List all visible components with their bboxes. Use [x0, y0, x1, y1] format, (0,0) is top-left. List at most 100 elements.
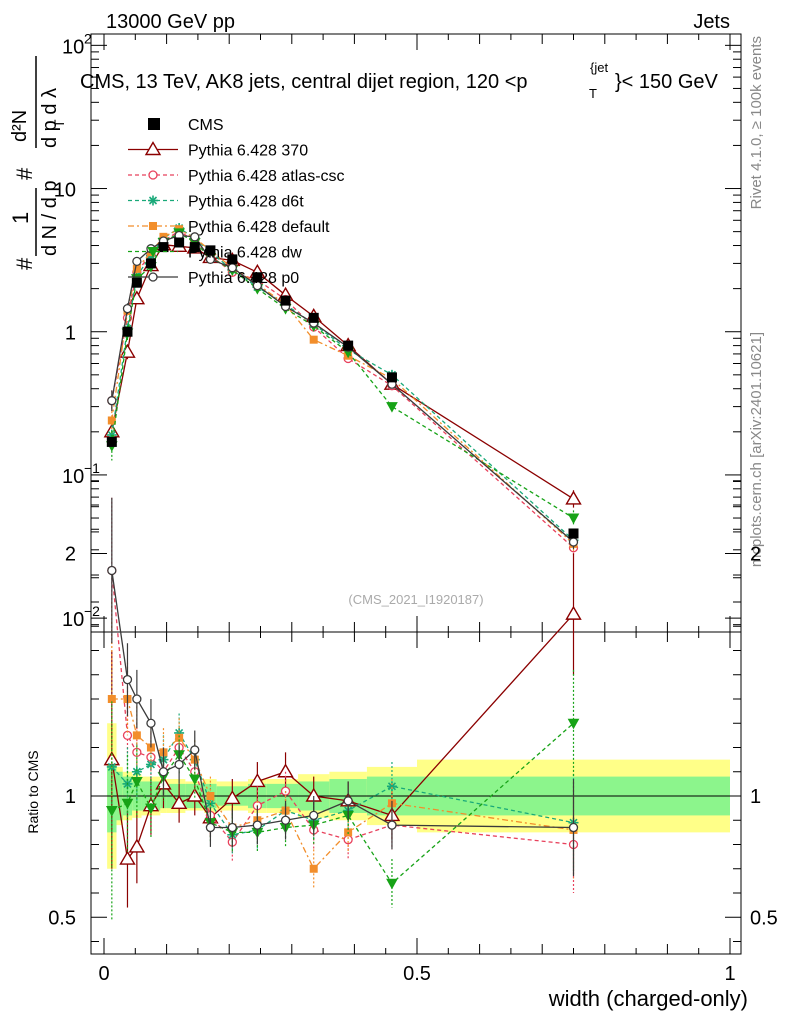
legend-label: Pythia 6.428 dw: [188, 245, 302, 262]
series-5-ratio-point: [132, 694, 142, 704]
legend-entry-3: Pythia 6.428 d6t: [128, 194, 304, 211]
series-5-ratio-point: [280, 815, 291, 825]
series-3-point: [132, 264, 141, 273]
series-4-main: [105, 228, 580, 526]
ratio-ylabel: Ratio to CMS: [25, 750, 41, 833]
x-tick-label: 0.5: [403, 963, 431, 985]
plot-title: CMS, 13 TeV, AK8 jets, central dijet reg…: [80, 60, 719, 101]
y-tick-label: 10 −2: [62, 603, 100, 631]
series-5-point: [190, 232, 200, 242]
legend-entry-6: Pythia 6.428 p0: [128, 270, 299, 287]
series-0-ratio-point: [128, 838, 146, 853]
series-5-ratio-point: [107, 565, 117, 576]
y-tick-label-base: 1: [65, 323, 76, 345]
cms-data-point: [189, 242, 200, 253]
series-5-ratio-point: [568, 822, 579, 833]
x-tick-label: 1: [724, 963, 735, 985]
svg-text:{jet: {jet: [590, 60, 608, 75]
series-5-ratio-point: [387, 820, 397, 830]
series-5-point: [122, 303, 133, 314]
legend-marker: [144, 141, 162, 156]
series-5-point: [568, 537, 579, 547]
series-3-main: [107, 225, 578, 551]
legend-label: Pythia 6.428 370: [188, 143, 308, 160]
series-5-ratio-point: [227, 822, 237, 833]
cms-data-point: [106, 436, 117, 447]
cms-data-point: [131, 277, 142, 288]
series-4-ratio-line: [111, 722, 574, 885]
svg-text:d p d λ: d p d λ: [39, 88, 61, 148]
svg-text:d N / d p: d N / d p: [39, 180, 61, 256]
series-5-point: [205, 254, 216, 265]
series-4-line: [111, 232, 574, 519]
y-tick-label-base: 10: [62, 466, 84, 488]
series-3-line: [111, 228, 574, 545]
ratio-tick-label-left: 1: [65, 786, 76, 808]
y-tick-label-base: 10: [62, 609, 84, 631]
cms-data-point: [122, 326, 133, 337]
series-4-ratio-point: [567, 718, 580, 730]
svg-text:CMS, 13 TeV, AK8 jets, central: CMS, 13 TeV, AK8 jets, central dijet reg…: [80, 71, 528, 93]
series-5-ratio-point: [174, 759, 184, 770]
series-3-ratio-point: [309, 864, 318, 873]
series-3-ratio-point: [175, 733, 184, 742]
svg-text:#: #: [12, 257, 37, 270]
legend-label: CMS: [188, 117, 224, 134]
series-5-ratio-point: [122, 674, 133, 685]
series-0-ratio-point: [170, 794, 188, 809]
y-tick-label-base: 10: [62, 36, 84, 58]
y-tick-label: 1: [65, 323, 76, 345]
series-5-ratio-point: [205, 822, 216, 833]
series-4-ratio-point: [145, 803, 157, 815]
legend-label: Pythia 6.428 atlas-csc: [188, 168, 345, 185]
series-5-main: [107, 230, 579, 550]
main-ylabel: # 1 d N / d p # d²N d p d λ: [8, 56, 61, 270]
cms-data-point: [308, 312, 319, 323]
series-2-ratio-point: [131, 766, 142, 777]
x-axis-label: width (charged-only): [548, 986, 748, 1011]
header-left: 13000 GeV pp: [106, 11, 235, 33]
series-0-line: [111, 244, 574, 500]
series-4-point: [386, 402, 398, 413]
cms-data-point: [343, 340, 354, 351]
series-4-point: [567, 513, 580, 525]
series-0-ratio-point: [224, 790, 241, 805]
legend: CMS Pythia 6.428 370 Pythia 6.428 atlas-cs…: [128, 117, 345, 287]
series-2-main: [106, 223, 579, 548]
series-0-ratio-point: [277, 763, 294, 778]
series-5-ratio-point: [158, 767, 169, 777]
legend-marker: [149, 222, 157, 230]
series-0-ratio-point: [186, 787, 203, 802]
ratio-tick-label-left: 2: [65, 544, 76, 566]
series-0-main: [103, 236, 582, 508]
svg-text:T: T: [589, 86, 597, 101]
legend-entry-4: Pythia 6.428 default: [128, 219, 330, 236]
x-tick-label: 0: [98, 963, 109, 985]
ratio-panel-frame: [90, 631, 742, 955]
series-4-ratio-point: [121, 798, 134, 810]
legend-marker: [147, 247, 159, 258]
cms-data-point: [568, 528, 579, 539]
side-label-top: Rivet 4.1.0, ≥ 100k events: [748, 36, 765, 209]
y-tick-label-exp: 2: [84, 30, 92, 46]
y-tick-label-base: 10: [54, 180, 76, 202]
cms-data-point: [174, 237, 185, 248]
series-0-ratio-point: [565, 605, 582, 620]
legend-marker: [148, 170, 158, 180]
series-3-point: [309, 335, 318, 344]
series-4-ratio-point: [131, 776, 143, 788]
watermark: (CMS_2021_I1920187): [348, 592, 483, 607]
legend-label: Pythia 6.428 d6t: [188, 194, 304, 211]
series-5-ratio-point: [343, 796, 353, 806]
legend-entry-5: Pythia 6.428 dw: [128, 245, 302, 262]
cms-data-point: [145, 258, 156, 269]
star-stroke: [132, 767, 141, 776]
cms-data-point: [227, 254, 238, 265]
series-3-ratio-point: [107, 695, 116, 703]
series-5-ratio-point: [309, 810, 319, 821]
cms-data-point: [386, 372, 397, 383]
series-4-ratio-point: [386, 878, 398, 890]
series-0-ratio-point: [119, 850, 136, 865]
ratio-tick-label-right: 0.5: [750, 907, 778, 929]
